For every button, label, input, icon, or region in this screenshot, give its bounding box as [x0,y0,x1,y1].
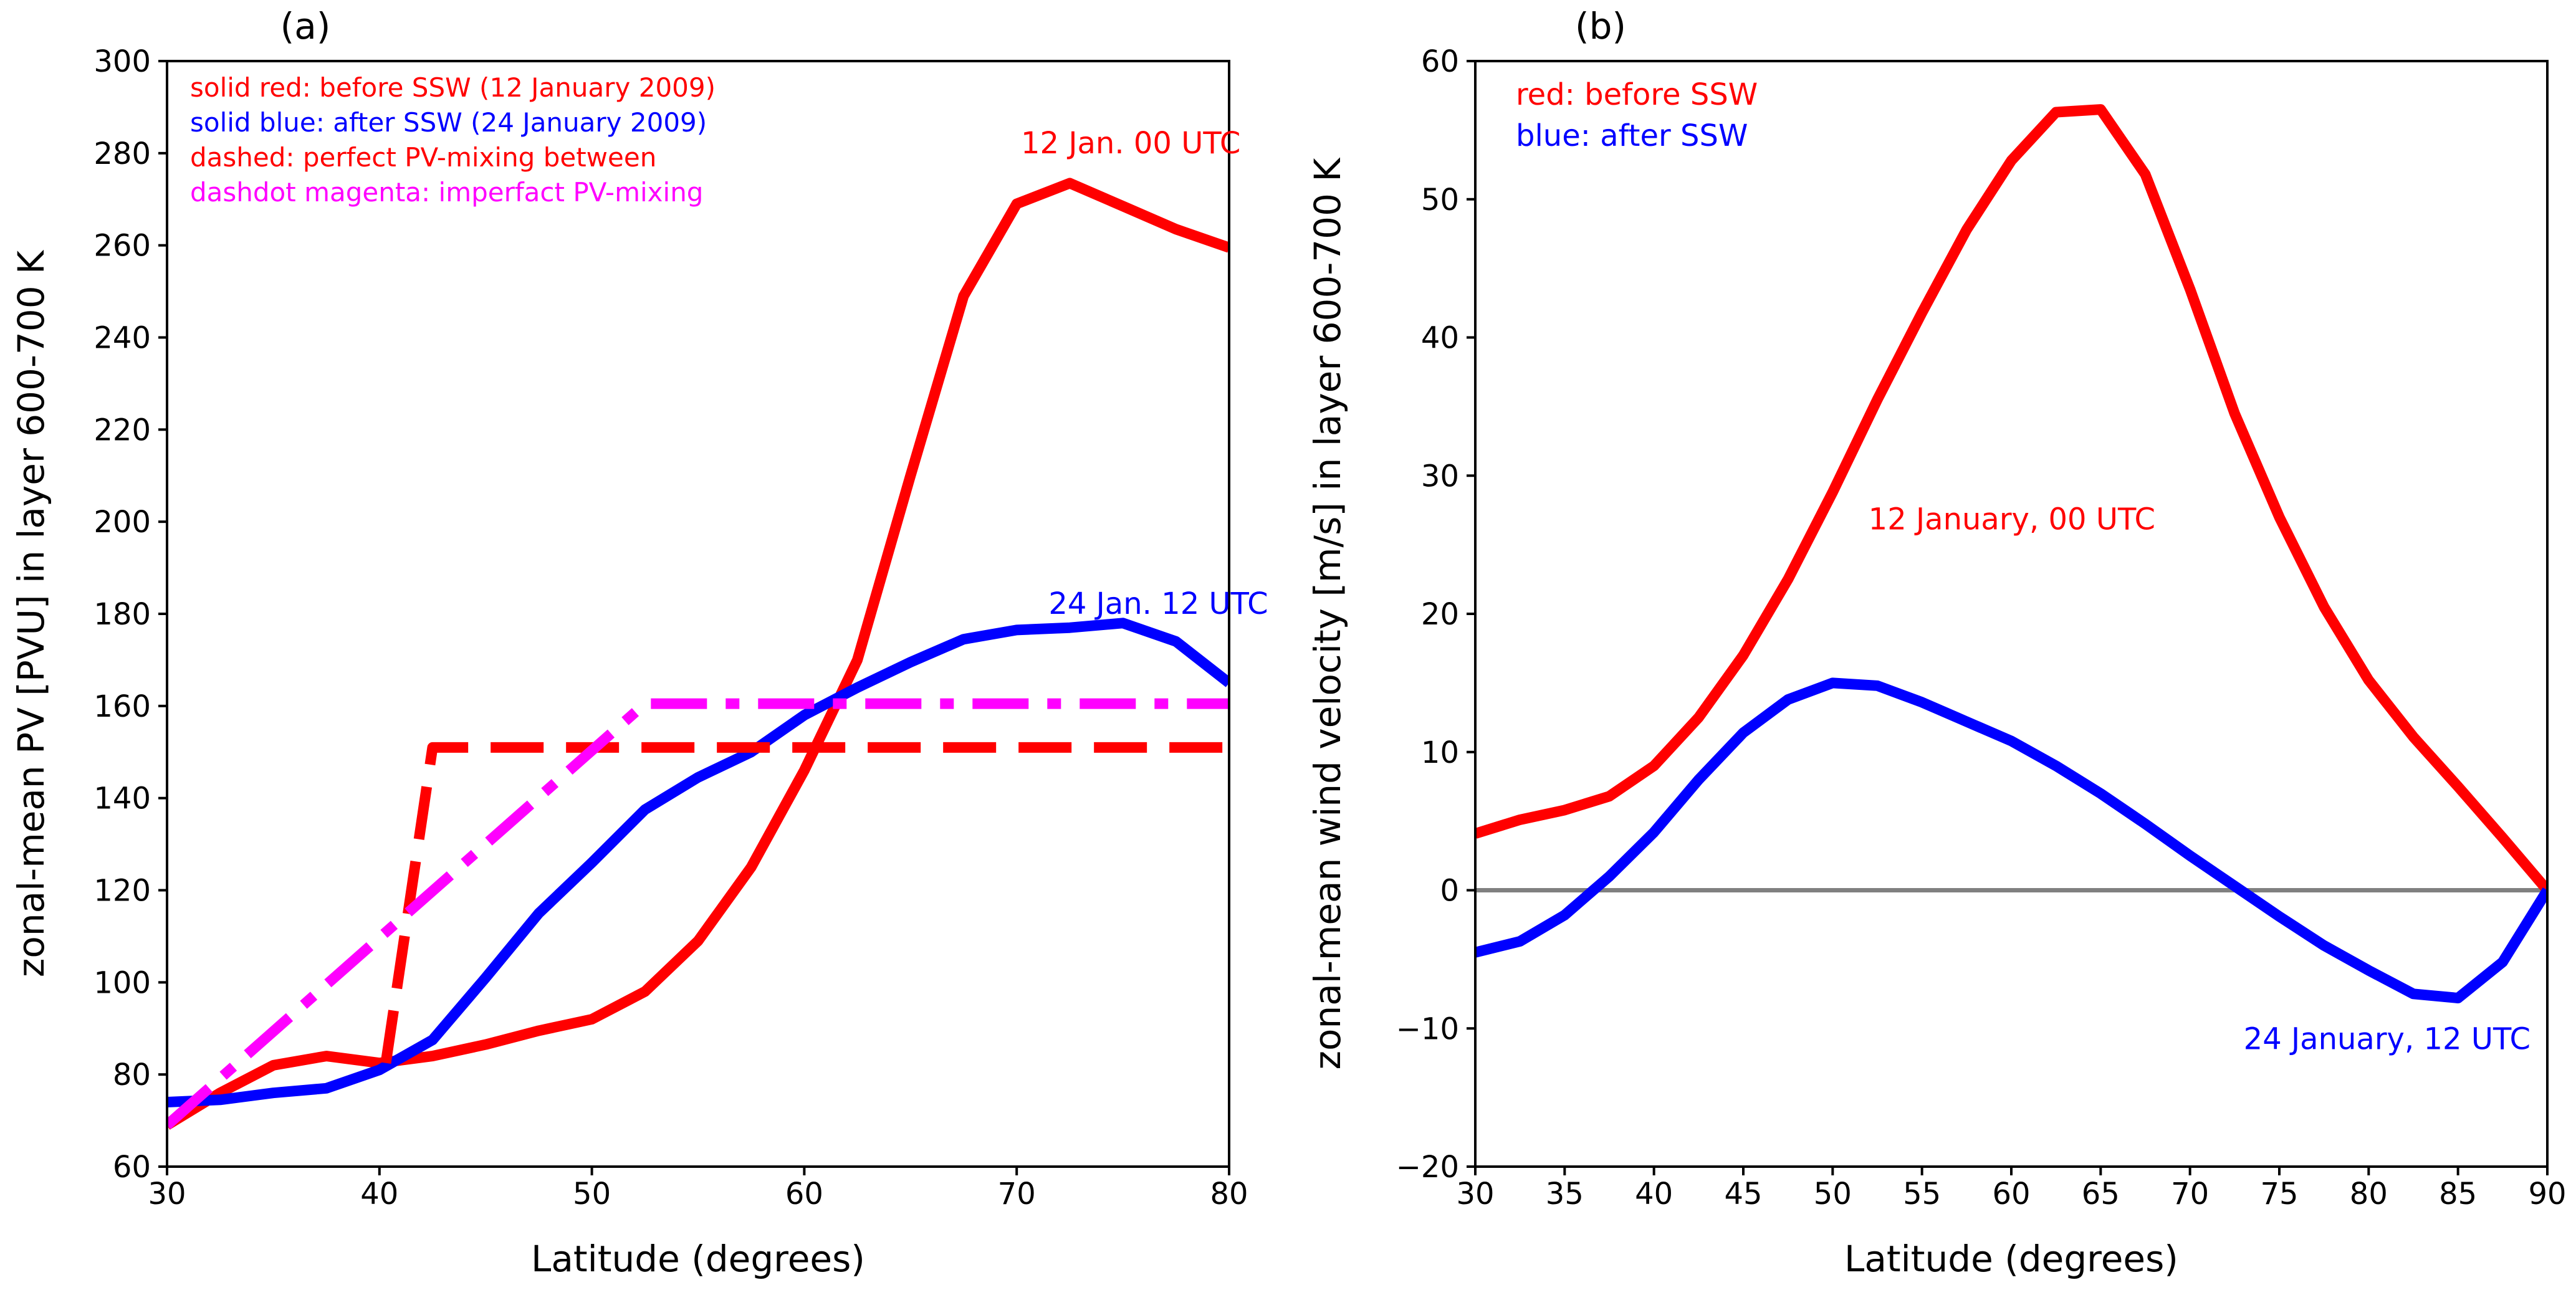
x-tick-label: 75 [2260,1177,2298,1211]
annotation-label: 12 January, 00 UTC [1869,502,2155,537]
annotation-label: 24 January, 12 UTC [2244,1022,2531,1057]
y-tick-label: 60 [1421,44,1459,79]
legend-text: red: before SSW [1516,77,1758,112]
y-tick-label: 40 [1421,321,1459,356]
y-tick-label: 100 [93,965,151,1000]
x-tick-label: 80 [2350,1177,2388,1211]
y-tick-label: 220 [93,413,151,447]
x-tick-label: 40 [1635,1177,1673,1211]
y-tick-label: 260 [93,229,151,264]
x-tick-label: 65 [2082,1177,2120,1211]
x-axis-label: Latitude (degrees) [1844,1238,2178,1280]
y-tick-label: 0 [1440,874,1459,909]
y-tick-label: 200 [93,505,151,540]
panel-b: 30 35 40 45 50 55 60 65 70 75 80 85 90 −20 −10 0 10 20 30 4… [1306,5,2567,1280]
x-tick-label: 40 [360,1177,398,1211]
y-tick-label: 10 [1421,735,1459,770]
x-tick-label: 80 [1210,1177,1248,1211]
x-tick-label: 90 [2528,1177,2566,1211]
legend-text: solid blue: after SSW (24 January 2009) [190,107,707,138]
y-tick-label: 30 [1421,459,1459,494]
y-tick-label: 60 [113,1150,151,1185]
x-tick-label: 30 [148,1177,186,1211]
y-tick-label: 20 [1421,597,1459,632]
legend-text: solid red: before SSW (12 January 2009) [190,72,716,103]
x-tick-label: 60 [1992,1177,2030,1211]
legend-text: blue: after SSW [1516,118,1748,153]
y-tick-label: −20 [1396,1150,1459,1185]
panel-label: (b) [1575,5,1626,47]
x-tick-label: 50 [573,1177,611,1211]
legend-text: dashed: perfect PV-mixing between [190,142,656,173]
y-tick-label: 80 [113,1058,151,1092]
y-tick-label: −10 [1396,1011,1459,1046]
x-tick-label: 60 [785,1177,823,1211]
x-tick-label: 55 [1903,1177,1941,1211]
x-tick-label: 70 [998,1177,1036,1211]
y-tick-label: 240 [93,321,151,356]
y-axis-label: zonal-mean wind velocity [m/s] in layer … [1306,157,1349,1070]
panel-a: 30 40 50 60 70 80 60 80 100 120 140 160 180 200 220 240… [10,5,1268,1280]
series-line-solid-1 [1475,677,2547,1003]
y-tick-label: 140 [93,781,151,816]
x-tick-label: 50 [1814,1177,1852,1211]
y-tick-label: 120 [93,874,151,909]
y-tick-label: 280 [93,136,151,171]
legend-text: dashdot magenta: imperfact PV-mixing [190,177,703,208]
series-line-solid-0 [1475,104,2547,894]
annotation-label: 24 Jan. 12 UTC [1048,586,1268,621]
y-tick-label: 180 [93,597,151,632]
x-tick-label: 70 [2171,1177,2209,1211]
y-tick-label: 300 [93,44,151,79]
x-tick-label: 30 [1456,1177,1494,1211]
y-tick-label: 50 [1421,183,1459,217]
panel-label: (a) [280,5,331,47]
series-line-dashed-2 [380,742,1229,1064]
x-tick-label: 45 [1724,1177,1762,1211]
y-tick-label: 160 [93,689,151,724]
y-axis-label: zonal-mean PV [PVU] in layer 600-700 K [10,249,52,977]
x-tick-label: 85 [2439,1177,2477,1211]
series-line-solid-0 [167,178,1229,1130]
x-tick-label: 35 [1546,1177,1584,1211]
series-line-solid-1 [167,618,1229,1107]
x-axis-label: Latitude (degrees) [531,1238,865,1280]
annotation-label: 12 Jan. 00 UTC [1021,126,1240,161]
